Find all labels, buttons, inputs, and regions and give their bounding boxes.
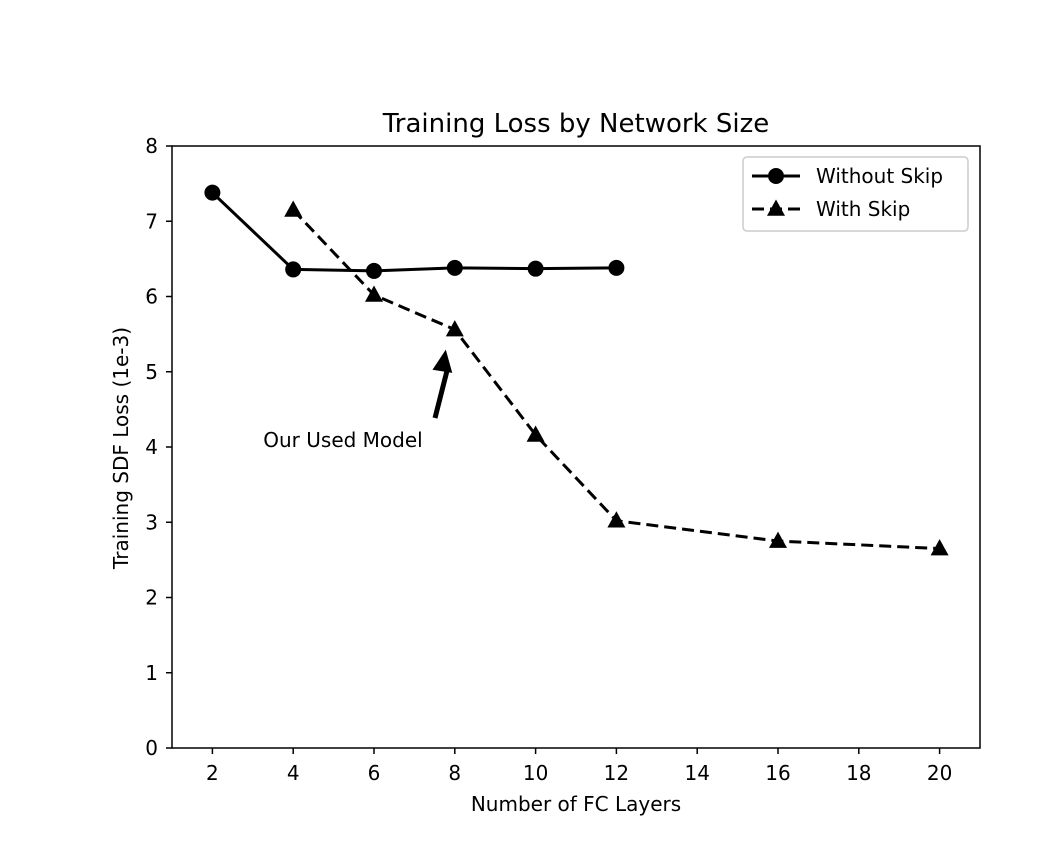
chart-title: Training Loss by Network Size [382, 109, 770, 139]
y-axis-label: Training SDF Loss (1e-3) [109, 327, 133, 570]
x-tick-label: 20 [927, 761, 952, 785]
data-point [284, 200, 303, 217]
x-tick-label: 10 [523, 761, 548, 785]
x-tick-label: 4 [287, 761, 300, 785]
legend-label: Without Skip [816, 164, 943, 188]
x-axis-label: Number of FC Layers [471, 792, 681, 816]
data-point [608, 259, 625, 276]
series-1 [284, 200, 949, 556]
series-layer [204, 184, 949, 556]
data-point [365, 285, 383, 302]
x-tick-label: 8 [448, 761, 461, 785]
legend-marker [768, 168, 784, 184]
x-tick-label: 6 [368, 761, 381, 785]
data-point [930, 539, 949, 556]
y-tick-label: 5 [145, 360, 158, 384]
data-point [204, 184, 221, 201]
y-tick-label: 3 [145, 510, 158, 534]
data-point [769, 531, 787, 548]
legend: Without Skip With Skip [742, 156, 969, 232]
legend-marker [767, 199, 785, 216]
data-point [527, 260, 544, 277]
data-point [366, 262, 382, 279]
data-point [445, 320, 464, 337]
data-point [285, 261, 302, 278]
annotation-arrow-head [432, 349, 453, 373]
y-tick-label: 1 [145, 661, 158, 685]
legend-label: With Skip [816, 197, 910, 221]
series-line [211, 191, 617, 273]
x-tick-label: 18 [846, 761, 871, 785]
y-tick-label: 0 [145, 736, 158, 760]
y-tick-label: 4 [145, 435, 158, 459]
data-point [446, 259, 463, 276]
y-tick-label: 6 [145, 285, 158, 309]
y-tick-label: 7 [145, 209, 158, 233]
data-point [607, 511, 626, 528]
x-tick-label: 2 [206, 761, 219, 785]
annotation-layer: Our Used Model [263, 349, 453, 452]
annotation-text: Our Used Model [263, 428, 422, 452]
x-tick-label: 16 [765, 761, 790, 785]
y-tick-label: 2 [145, 586, 158, 610]
annotation-arrow-shaft [432, 366, 451, 419]
data-point [526, 425, 545, 442]
x-tick-label: 14 [684, 761, 709, 785]
y-tick-label: 8 [145, 134, 158, 158]
series-0 [204, 184, 625, 279]
x-tick-label: 12 [604, 761, 629, 785]
